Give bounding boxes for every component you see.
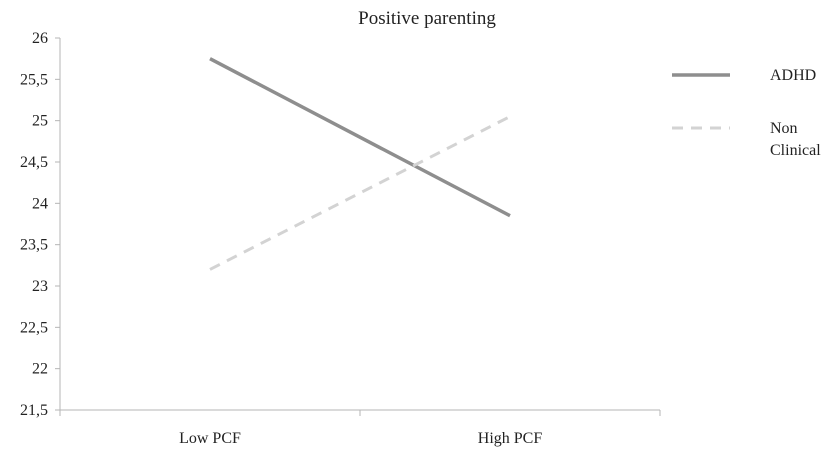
x-tick-label: High PCF: [478, 430, 543, 447]
y-tick-label: 26: [32, 30, 48, 47]
series-layer: [209, 57, 511, 271]
y-tick-label: 25,5: [20, 71, 48, 88]
x-tick-label: Low PCF: [179, 430, 241, 447]
y-tick-label: 21,5: [20, 402, 48, 419]
axes: 21,5 22 22,5 23 23,5 24 24,5 25 25,5 26 Low PCF Hig…: [20, 30, 661, 447]
y-tick-label: 25: [32, 113, 48, 130]
y-tick-label: 24,5: [20, 154, 48, 171]
legend-label-line: Non: [770, 120, 798, 137]
series-line-adhd: [209, 57, 511, 218]
y-tick-label: 22: [32, 361, 48, 378]
y-tick-label: 23: [32, 278, 48, 295]
legend-label: ADHD: [770, 67, 816, 84]
legend-label-line: Clinical: [770, 142, 821, 159]
legend: ADHD Non Clinical: [672, 67, 821, 159]
chart-title: Positive parenting: [358, 8, 496, 29]
y-tick-label: 22,5: [20, 319, 48, 336]
y-tick-label: 23,5: [20, 237, 48, 254]
y-tick-label: 24: [32, 195, 48, 212]
